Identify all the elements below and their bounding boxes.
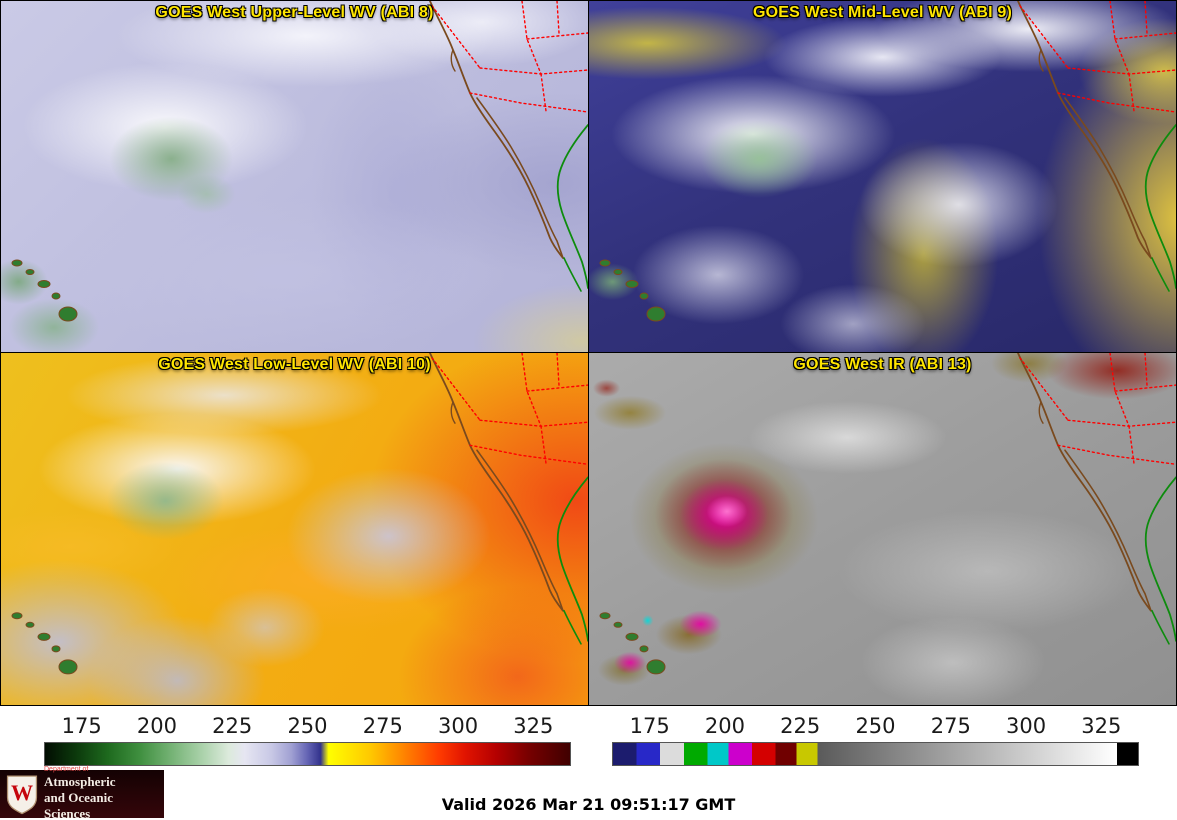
tick-label: 275 <box>362 714 403 738</box>
logo-name-line2: and Oceanic Sciences <box>44 790 113 820</box>
valid-timestamp: Valid 2026 Mar 21 09:51:17 GMT <box>441 795 736 814</box>
tick-label: 275 <box>930 714 971 738</box>
map-overlay <box>11 353 588 675</box>
tick-label: 175 <box>61 714 102 738</box>
panel-title-ir: GOES West IR (ABI 13) <box>793 356 972 373</box>
colorbar-section: 175 200 225 250 275 300 325 175 200 225 … <box>0 706 1177 768</box>
logo-dept-line: Department of <box>44 766 89 773</box>
wv-colorbar <box>44 742 571 766</box>
panel-ir: GOES West IR (ABI 13) <box>589 353 1176 705</box>
panel-title-mid-wv: GOES West Mid-Level WV (ABI 9) <box>752 4 1013 21</box>
wv-tick-labels: 175 200 225 250 275 300 325 <box>44 710 571 742</box>
wv-scale: 175 200 225 250 275 300 325 <box>44 710 571 768</box>
tick-label: 250 <box>287 714 328 738</box>
ir-scale: 175 200 225 250 275 300 325 <box>612 710 1139 768</box>
logo-text: Department of Atmospheric and Oceanic Sc… <box>44 766 159 820</box>
tick-label: 175 <box>629 714 670 738</box>
tick-label: 300 <box>438 714 479 738</box>
uw-crest-icon: W <box>6 775 38 815</box>
tick-label: 325 <box>513 714 554 738</box>
panel-mid-level-wv: GOES West Mid-Level WV (ABI 9) <box>589 1 1176 352</box>
tick-label: 300 <box>1006 714 1047 738</box>
panel-upper-level-wv: GOES West Upper-Level WV (ABI 8) <box>1 1 588 352</box>
tick-label: 200 <box>136 714 177 738</box>
panel-low-level-wv: GOES West Low-Level WV (ABI 10) <box>1 353 588 705</box>
aos-logo: W Department of Atmospheric and Oceanic … <box>0 766 164 820</box>
map-overlay <box>11 1 588 322</box>
tick-label: 325 <box>1081 714 1122 738</box>
tick-label: 250 <box>855 714 896 738</box>
logo-name-line1: Atmospheric <box>44 774 116 789</box>
crest-shield <box>6 775 38 815</box>
map-overlay <box>599 1 1176 322</box>
panel-title-upper-wv: GOES West Upper-Level WV (ABI 8) <box>155 4 434 21</box>
tick-label: 225 <box>212 714 253 738</box>
tick-label: 200 <box>704 714 745 738</box>
ir-tick-labels: 175 200 225 250 275 300 325 <box>612 710 1139 742</box>
ir-colorbar <box>612 742 1139 766</box>
crest-letter: W <box>11 780 33 805</box>
map-overlay <box>599 353 1176 675</box>
footer: W Department of Atmospheric and Oceanic … <box>0 766 1177 820</box>
panel-title-low-wv: GOES West Low-Level WV (ABI 10) <box>158 356 431 373</box>
tick-label: 225 <box>780 714 821 738</box>
satellite-panel-grid: GOES West Upper-Level WV (ABI 8) GOES We… <box>0 0 1177 706</box>
